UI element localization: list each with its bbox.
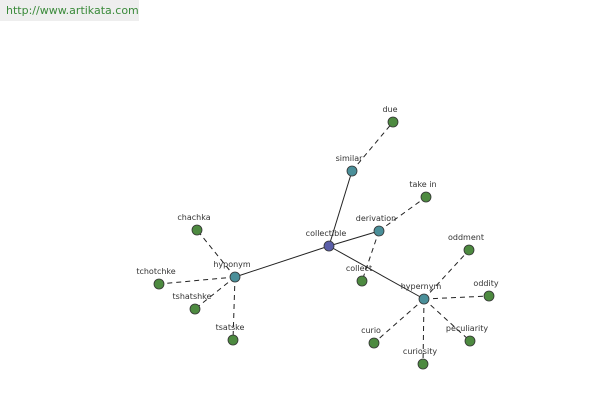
dashed-edge — [423, 249, 470, 300]
node[interactable] — [418, 293, 430, 305]
dashed-edge — [351, 121, 394, 172]
dashed-edge — [373, 298, 425, 344]
node-label[interactable]: peculiarity — [446, 324, 488, 333]
edge — [328, 245, 425, 300]
node-label[interactable]: chachka — [177, 213, 210, 222]
edge — [328, 170, 353, 247]
node-label[interactable]: due — [382, 105, 397, 114]
dashed-edge — [158, 276, 236, 285]
dashed-edge — [423, 298, 471, 342]
node[interactable] — [191, 224, 203, 236]
node[interactable] — [227, 334, 239, 346]
node[interactable] — [420, 191, 432, 203]
node[interactable] — [387, 116, 399, 128]
dashed-edge — [361, 230, 380, 282]
dashed-edge — [378, 196, 427, 232]
dashed-edge — [423, 295, 490, 300]
node[interactable] — [189, 303, 201, 315]
node-label[interactable]: collectible — [306, 229, 347, 238]
node-label[interactable]: similar — [336, 154, 364, 163]
node[interactable] — [463, 244, 475, 256]
node[interactable] — [373, 225, 385, 237]
node[interactable] — [356, 275, 368, 287]
node-label[interactable]: oddity — [473, 279, 498, 288]
node-label[interactable]: hyponym — [213, 260, 251, 269]
node-label[interactable]: take in — [409, 180, 436, 189]
node[interactable] — [417, 358, 429, 370]
node-label[interactable]: hypernym — [401, 282, 442, 291]
node[interactable] — [368, 337, 380, 349]
node-label[interactable]: derivation — [356, 214, 396, 223]
edge — [234, 245, 330, 278]
node[interactable] — [346, 165, 358, 177]
node-label[interactable]: oddment — [448, 233, 484, 242]
node[interactable] — [229, 271, 241, 283]
node-label[interactable]: tshatshke — [173, 292, 212, 301]
node-label[interactable]: curio — [361, 326, 381, 335]
node-label[interactable]: tchotchke — [136, 267, 175, 276]
node-label[interactable]: collect — [346, 264, 372, 273]
node[interactable] — [483, 290, 495, 302]
node-label[interactable]: curiosity — [403, 347, 437, 356]
edge — [328, 230, 380, 247]
dashed-edge — [232, 276, 236, 341]
dashed-edge — [196, 229, 236, 278]
node-label[interactable]: tsatske — [216, 323, 245, 332]
node[interactable] — [464, 335, 476, 347]
site-url[interactable]: http://www.artikata.com — [0, 0, 139, 21]
dashed-edge — [422, 298, 425, 365]
node[interactable] — [323, 240, 335, 252]
node[interactable] — [153, 278, 165, 290]
